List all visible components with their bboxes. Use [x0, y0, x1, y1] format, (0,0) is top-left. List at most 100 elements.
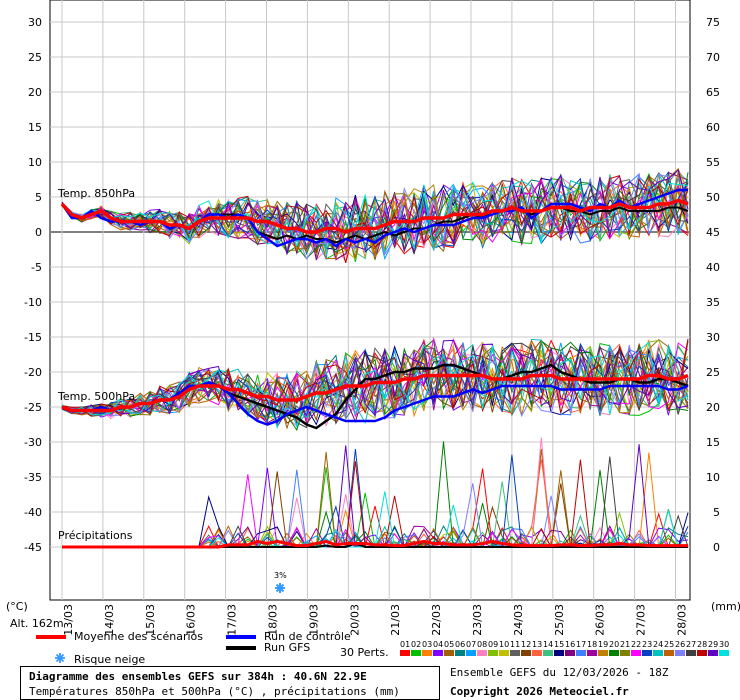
footer-title: Diagramme des ensembles GEFS sur 384h : …	[29, 670, 367, 683]
date-tick-label: 14/03	[103, 604, 116, 636]
left-tick-label: -15	[24, 331, 42, 344]
altitude-label: Alt. 162m	[10, 617, 64, 630]
pert-swatch	[653, 650, 663, 656]
pert-number: 15	[554, 640, 565, 649]
right-tick-label: 5	[713, 506, 720, 519]
pert-swatch	[631, 650, 641, 656]
left-tick-label: 25	[28, 51, 42, 64]
pert-number: 16	[565, 640, 576, 649]
member-850-line	[61, 169, 689, 255]
pert-number: 06	[455, 640, 466, 649]
pert-swatch	[697, 650, 707, 656]
pert-number: 12	[521, 640, 532, 649]
left-tick-label: -30	[24, 436, 42, 449]
left-tick-label: -20	[24, 366, 42, 379]
pert-number: 18	[587, 640, 598, 649]
pert-swatch	[620, 650, 630, 656]
legend-snow-icon	[54, 652, 66, 664]
plot-frame	[49, 0, 691, 601]
pert-number: 01	[400, 640, 411, 649]
left-tick-label: -35	[24, 471, 42, 484]
right-tick-label: 55	[706, 156, 720, 169]
chart-grid	[49, 0, 691, 601]
pert-swatch	[422, 650, 432, 656]
pert-number: 04	[433, 640, 444, 649]
pert-number: 23	[642, 640, 653, 649]
main-lines	[60, 188, 689, 549]
member-850-line	[61, 180, 689, 255]
pert-swatch	[433, 650, 443, 656]
pert-number: 20	[609, 640, 620, 649]
date-tick-label: 24/03	[512, 604, 525, 636]
pert-number: 22	[631, 640, 642, 649]
pert-swatch	[609, 650, 619, 656]
footer-subtitle: Températures 850hPa et 500hPa (°C) , pré…	[29, 685, 400, 698]
left-tick-label: 0	[35, 226, 42, 239]
pert-swatch	[565, 650, 575, 656]
pert-number: 10	[499, 640, 510, 649]
right-tick-label: 45	[706, 226, 720, 239]
pert-swatch	[719, 650, 729, 656]
pert-number: 08	[477, 640, 488, 649]
date-tick-label: 16/03	[185, 604, 198, 636]
legend-snow-label: Risque neige	[74, 653, 146, 666]
left-tick-label: -10	[24, 296, 42, 309]
date-tick-label: 28/03	[676, 604, 689, 636]
right-tick-label: 35	[706, 296, 720, 309]
info-box: Diagramme des ensembles GEFS sur 384h : …	[20, 666, 440, 700]
left-tick-label: -45	[24, 541, 42, 554]
date-tick-label: 26/03	[594, 604, 607, 636]
date-tick-label: 19/03	[307, 604, 320, 636]
snow-icon	[275, 583, 285, 593]
member-500-line	[61, 339, 689, 429]
pert-swatch	[488, 650, 498, 656]
mean-precip-line	[62, 539, 688, 549]
pert-number: 11	[510, 640, 521, 649]
left-tick-label: -40	[24, 506, 42, 519]
pert-number: 14	[543, 640, 554, 649]
pert-swatch	[400, 650, 410, 656]
left-tick-label: 15	[28, 121, 42, 134]
pert-number: 28	[697, 640, 708, 649]
pert-number: 19	[598, 640, 609, 649]
pert-number: 26	[675, 640, 686, 649]
pert-swatch	[576, 650, 586, 656]
right-tick-label: 10	[706, 471, 720, 484]
pert-swatch	[455, 650, 465, 656]
pert-swatch	[686, 650, 696, 656]
left-tick-label: 20	[28, 86, 42, 99]
pert-swatch	[521, 650, 531, 656]
left-tick-label: 30	[28, 16, 42, 29]
ensemble-run-label: Ensemble GEFS du 12/03/2026 - 18Z	[450, 666, 669, 679]
right-tick-label: 0	[713, 541, 720, 554]
pert-swatch	[543, 650, 553, 656]
pert-swatch	[532, 650, 542, 656]
right-tick-label: 70	[706, 51, 720, 64]
pert-swatch	[510, 650, 520, 656]
label-temp-850: Temp. 850hPa	[57, 187, 135, 200]
legend-control-label: Run de contrôle	[264, 630, 351, 643]
mean-850-line	[60, 198, 689, 234]
date-tick-label: 18/03	[267, 604, 280, 636]
date-tick-label: 13/03	[62, 604, 75, 636]
legend-gfs-swatch	[226, 646, 256, 650]
pert-swatch	[477, 650, 487, 656]
left-tick-label: 10	[28, 156, 42, 169]
pert-swatch	[444, 650, 454, 656]
date-tick-label: 27/03	[635, 604, 648, 636]
member-850-line	[61, 172, 689, 260]
pert-number: 03	[422, 640, 433, 649]
pert-swatch	[466, 650, 476, 656]
pert-swatch	[554, 650, 564, 656]
right-tick-label: 40	[706, 261, 720, 274]
pert-swatch	[598, 650, 608, 656]
pert-number: 05	[444, 640, 455, 649]
right-tick-label: 15	[706, 436, 720, 449]
pert-number: 25	[664, 640, 675, 649]
member-500-line	[61, 340, 689, 425]
pert-number: 17	[576, 640, 587, 649]
pert-number: 21	[620, 640, 631, 649]
legend-gfs-label: Run GFS	[264, 641, 311, 654]
